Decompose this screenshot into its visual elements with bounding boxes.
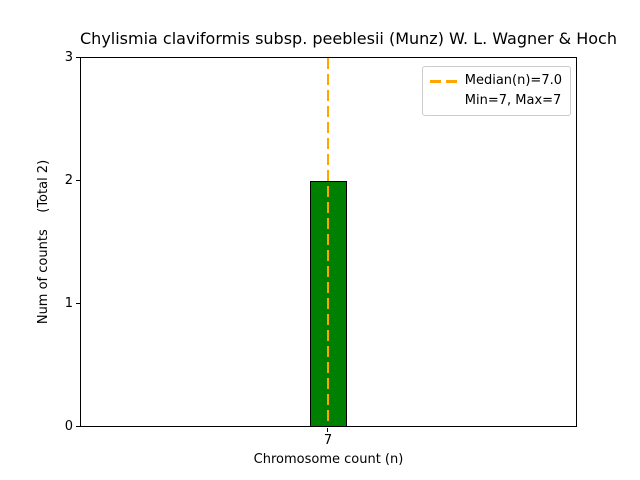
y-tick-label-2: 2 [64,173,73,188]
x-tick-mark-7 [327,428,328,432]
x-tick-label-7: 7 [323,433,333,448]
legend: Median(n)=7.0 Min=7, Max=7 [421,66,571,116]
legend-label-minmax: Min=7, Max=7 [464,93,562,108]
x-axis-label: Chromosome count (n) [253,452,404,467]
median-dashed-line-icon [429,79,457,83]
y-tick-mark-2 [76,180,80,181]
y-tick-mark-0 [76,426,80,427]
y-tick-label-0: 0 [64,419,73,434]
y-tick-mark-3 [76,57,80,58]
legend-entry-minmax: Min=7, Max=7 [430,91,562,111]
median-line [327,58,329,426]
plot-area: Median(n)=7.0 Min=7, Max=7 [80,57,577,427]
y-tick-label-3: 3 [64,50,73,65]
y-tick-mark-1 [76,303,80,304]
legend-entry-median: Median(n)=7.0 [429,71,562,91]
y-tick-label-1: 1 [64,296,73,311]
legend-label-median: Median(n)=7.0 [464,73,562,88]
chart-title: Chylismia claviformis subsp. peeblesii (… [80,29,617,48]
